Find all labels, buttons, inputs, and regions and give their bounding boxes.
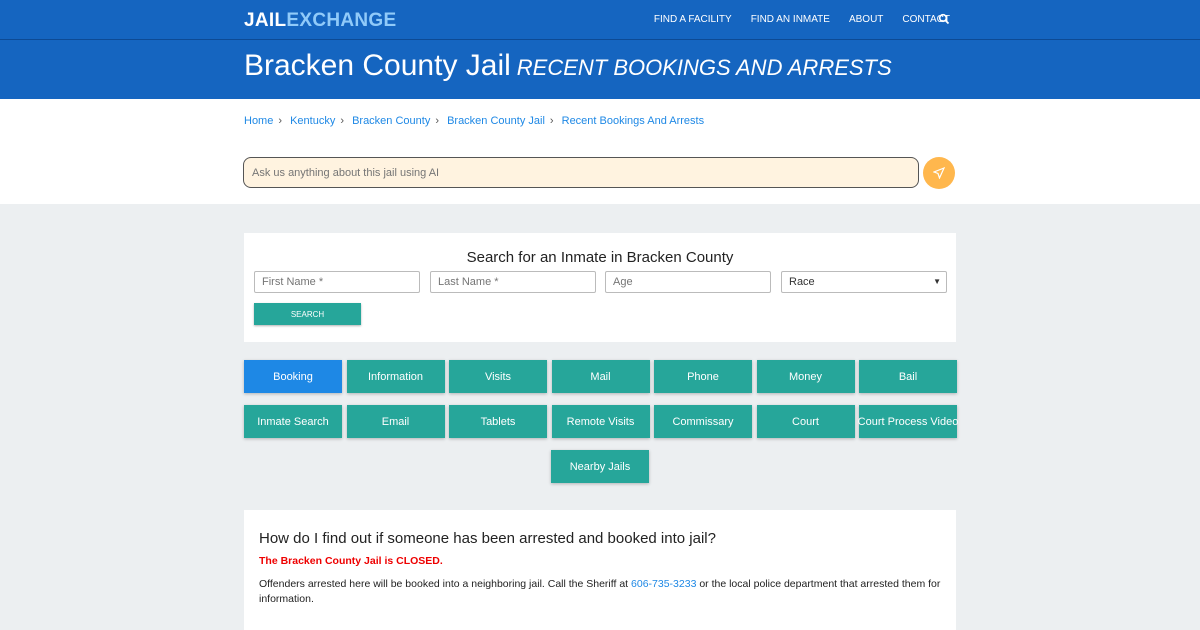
nav-contact[interactable]: CONTACT bbox=[902, 14, 950, 25]
tab-court[interactable]: Court bbox=[756, 405, 855, 438]
tab-tablets[interactable]: Tablets bbox=[449, 405, 547, 438]
top-nav: JAILEXCHANGE FIND A FACILITY FIND AN INM… bbox=[0, 0, 1200, 40]
paper-plane-icon bbox=[933, 167, 945, 179]
nav-find-facility[interactable]: FIND A FACILITY bbox=[653, 14, 732, 25]
tab-phone[interactable]: Phone bbox=[654, 360, 752, 393]
ai-send-button[interactable] bbox=[923, 157, 955, 189]
tab-remote-visits[interactable]: Remote Visits bbox=[551, 405, 650, 438]
search-button[interactable]: SEARCH bbox=[254, 303, 361, 325]
tab-bail[interactable]: Bail bbox=[859, 360, 957, 393]
chevron-down-icon: ▼ bbox=[933, 277, 941, 286]
tab-money[interactable]: Money bbox=[756, 360, 855, 393]
nav-about[interactable]: ABOUT bbox=[848, 14, 884, 25]
closed-notice: The Bracken County Jail is CLOSED. bbox=[259, 555, 443, 567]
age-input[interactable] bbox=[605, 271, 771, 293]
race-select[interactable]: Race ▼ bbox=[781, 271, 947, 293]
page-title: Bracken County Jail bbox=[244, 49, 511, 82]
breadcrumb-state[interactable]: Kentucky bbox=[290, 115, 336, 127]
info-paragraph: Offenders arrested here will be booked i… bbox=[259, 578, 941, 605]
tab-visits[interactable]: Visits bbox=[449, 360, 547, 393]
tab-commissary[interactable]: Commissary bbox=[654, 405, 752, 438]
tab-inmate-search[interactable]: Inmate Search bbox=[244, 405, 342, 438]
breadcrumb-home[interactable]: Home bbox=[244, 115, 274, 127]
tab-information[interactable]: Information bbox=[346, 360, 445, 393]
info-section: How do I find out if someone has been ar… bbox=[244, 510, 956, 630]
tab-mail[interactable]: Mail bbox=[551, 360, 650, 393]
tab-nearby-jails[interactable]: Nearby Jails bbox=[551, 450, 649, 483]
page-subtitle: RECENT BOOKINGS AND ARRESTS bbox=[516, 55, 892, 80]
inmate-search-card: Search for an Inmate in Bracken County R… bbox=[244, 233, 956, 342]
breadcrumb-jail[interactable]: Bracken County Jail bbox=[447, 115, 545, 127]
breadcrumb-current[interactable]: Recent Bookings And Arrests bbox=[561, 115, 705, 127]
tab-court-process-video[interactable]: Court Process Video bbox=[858, 405, 958, 438]
breadcrumb: Home › Kentucky › Bracken County › Bracken … bbox=[244, 115, 705, 127]
tab-booking[interactable]: Booking bbox=[244, 360, 342, 393]
breadcrumb-county[interactable]: Bracken County bbox=[352, 115, 431, 127]
tab-email[interactable]: Email bbox=[346, 405, 445, 438]
search-icon[interactable] bbox=[938, 13, 950, 25]
first-name-input[interactable] bbox=[254, 271, 420, 293]
search-title: Search for an Inmate in Bracken County bbox=[466, 249, 734, 266]
nav-find-inmate[interactable]: FIND AN INMATE bbox=[750, 14, 830, 25]
last-name-input[interactable] bbox=[430, 271, 596, 293]
info-heading: How do I find out if someone has been ar… bbox=[259, 530, 716, 547]
page-header: Bracken County Jail RECENT BOOKINGS AND A… bbox=[0, 40, 1200, 99]
sheriff-phone-link[interactable]: 606-735-3233 bbox=[631, 578, 697, 590]
logo[interactable]: JAILEXCHANGE bbox=[244, 10, 397, 31]
ai-question-input[interactable] bbox=[243, 157, 919, 188]
